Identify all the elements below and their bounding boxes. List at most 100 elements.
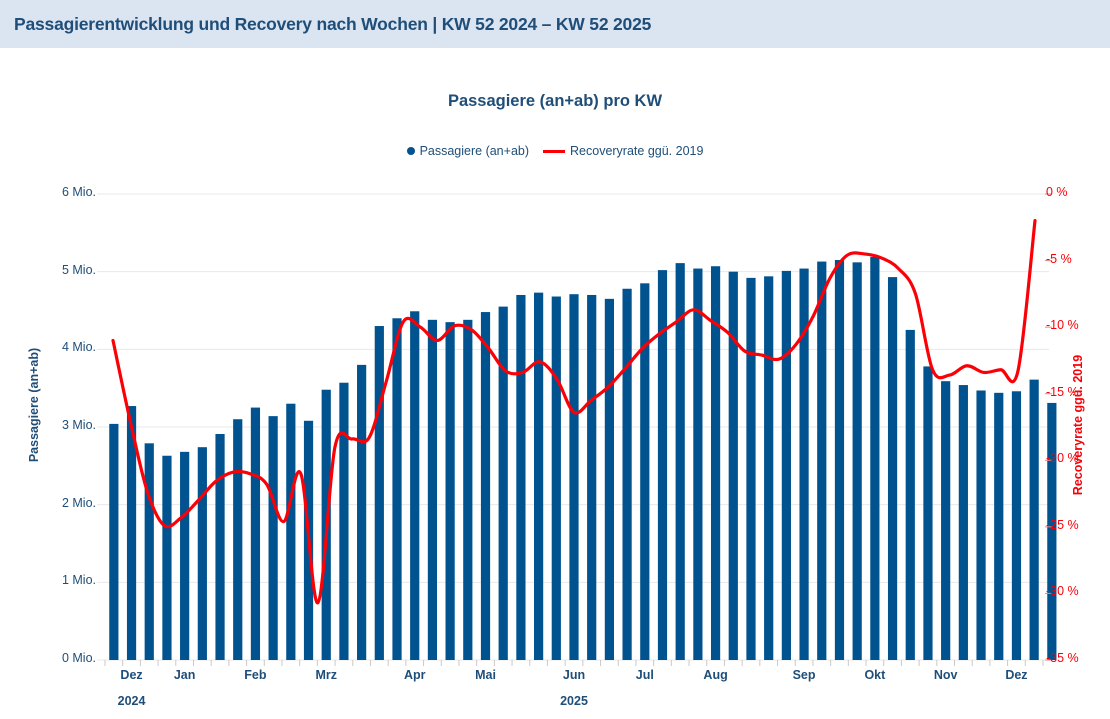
bar (852, 262, 862, 660)
bar (551, 296, 561, 660)
legend-item-passagiere[interactable]: Passagiere (an+ab) (406, 144, 530, 158)
bar (392, 318, 402, 660)
y-axis-left-tick-label: 4 Mio. (61, 340, 96, 355)
x-axis-month-label: Feb (244, 668, 267, 682)
y-axis-left-tick-label: 5 Mio. (61, 262, 96, 277)
bar (410, 311, 420, 660)
bar (834, 260, 845, 660)
x-axis-month-label: Jan (173, 668, 196, 682)
bar (675, 263, 685, 660)
x-axis-month-label: Jun (562, 668, 586, 682)
y-axis-left-tick-label: 6 Mio. (61, 185, 96, 199)
line-series-recoveryrate (111, 219, 1037, 605)
bar (516, 294, 526, 660)
bar (657, 270, 668, 660)
chart-tick-marks (104, 193, 1052, 666)
x-axis-month-label: Nov (933, 668, 958, 682)
bar (817, 261, 827, 660)
bar (463, 319, 473, 660)
x-axis-month-label: Apr (403, 668, 426, 682)
x-axis-year-label: 2025 (560, 694, 588, 708)
bar (498, 306, 508, 660)
bar (180, 451, 190, 660)
bar (799, 268, 809, 660)
bar (870, 256, 880, 660)
legend-label-recoveryrate: Recoveryrate ggü. 2019 (570, 144, 704, 158)
bar (233, 419, 243, 660)
y-axis-right-tick-label: 0 % (1046, 185, 1068, 199)
y-axis-right-tick-label: -25 % (1046, 517, 1079, 532)
bar (1029, 379, 1039, 660)
bar (250, 407, 261, 660)
chart-legend: Passagiere (an+ab) Recoveryrate ggü. 201… (0, 144, 1110, 158)
bar (374, 326, 384, 660)
x-axis-month-label: Mai (475, 668, 496, 682)
x-axis-month-label: Sep (792, 668, 816, 682)
bar-series-passagiere (109, 256, 1057, 660)
y-axis-right-tick-label: -15 % (1046, 384, 1079, 399)
bar (905, 329, 915, 660)
bar (941, 381, 951, 660)
x-axis-month-label: Jul (635, 668, 654, 682)
legend-label-passagiere: Passagiere (an+ab) (419, 144, 530, 158)
bar (1011, 391, 1022, 660)
chart-title: Passagiere (an+ab) pro KW (447, 92, 663, 110)
bar (427, 319, 438, 660)
bar (622, 288, 632, 660)
y-axis-right-tick-label: -30 % (1046, 584, 1079, 599)
bar (286, 403, 296, 660)
legend-item-recoveryrate[interactable]: Recoveryrate ggü. 2019 (543, 144, 703, 158)
bar (693, 268, 703, 660)
bar (604, 298, 614, 660)
bar (976, 390, 986, 660)
y-axis-right-tick-label: -5 % (1046, 251, 1072, 266)
y-axis-left-tick-label: 3 Mio. (61, 418, 96, 432)
x-axis-month-label: Dez (120, 668, 143, 682)
chart-gridlines (97, 193, 1049, 661)
bar (746, 277, 756, 660)
y-axis-left-tick-label: 0 Mio. (61, 651, 96, 665)
bar (215, 433, 225, 660)
bar (569, 294, 579, 660)
page-title: Passagierentwicklung und Recovery nach W… (14, 13, 652, 34)
bar (268, 416, 278, 660)
header-banner: Passagierentwicklung und Recovery nach W… (0, 0, 1110, 48)
bar (728, 271, 738, 660)
bar (958, 385, 968, 660)
bar (781, 270, 791, 660)
bar (162, 455, 172, 660)
bar (445, 322, 455, 660)
bar (197, 447, 207, 660)
bar (144, 443, 154, 660)
legend-line-icon (543, 149, 566, 153)
bar (923, 366, 933, 660)
bar (887, 277, 898, 660)
bar (321, 389, 331, 660)
y-axis-right-tick-label: -10 % (1046, 318, 1079, 333)
bar (640, 283, 650, 660)
bar (109, 423, 119, 660)
bar (303, 420, 314, 660)
x-axis-month-label: Aug (703, 668, 728, 682)
bar (710, 266, 721, 660)
x-axis-month-label: Mrz (315, 668, 337, 682)
y-axis-right-title: Recoveryrate ggü. 2019 (1071, 354, 1085, 496)
y-axis-left-title: Passagiere (an+ab) (27, 347, 41, 463)
y-axis-left-tick-label: 2 Mio. (61, 495, 96, 510)
bar (357, 364, 367, 660)
bar (480, 312, 491, 660)
bar (764, 276, 774, 660)
bar (126, 406, 137, 660)
y-axis-right-tick-label: -20 % (1046, 451, 1079, 466)
y-axis-right-tick-label: -35 % (1046, 651, 1079, 665)
x-axis-month-label: Okt (864, 668, 886, 682)
bar (994, 392, 1004, 660)
y-axis-left-tick-label: 1 Mio. (61, 573, 96, 588)
bar (587, 294, 597, 660)
x-axis-year-label: 2024 (117, 694, 146, 708)
bar (339, 382, 349, 660)
x-axis-month-label: Dez (1005, 668, 1028, 682)
legend-dot-icon (406, 147, 415, 155)
bar (534, 292, 544, 660)
